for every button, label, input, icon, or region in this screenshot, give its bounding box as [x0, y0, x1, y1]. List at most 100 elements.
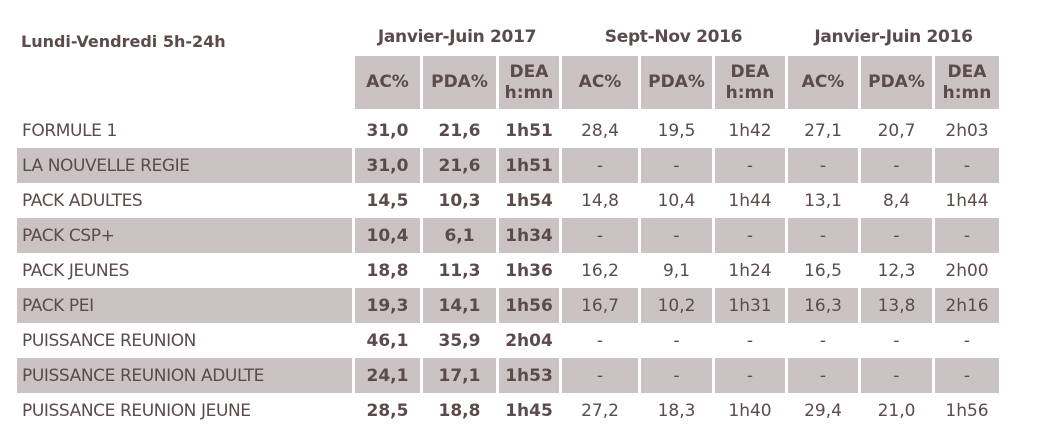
table-cell: 14,1 [423, 288, 496, 323]
table-cell: - [819, 330, 827, 351]
table-cell: 28,5 [366, 400, 409, 421]
row-label: PACK CSP+ [17, 218, 352, 253]
table-cell: 1h56 [945, 400, 989, 421]
table-cell: 16,5 [804, 260, 842, 281]
table-cell: 18,8 [366, 260, 409, 281]
table-cell: - [596, 330, 604, 351]
row-label: PUISSANCE REUNION [22, 330, 196, 351]
row-label: PUISSANCE REUNION ADULTE [17, 358, 352, 393]
table-cell: 19,3 [355, 288, 420, 323]
table-cell: - [562, 218, 638, 253]
table-cell: - [935, 218, 999, 253]
table-cell: 1h34 [499, 218, 559, 253]
table-cell: - [861, 358, 932, 393]
table-cell: 12,3 [877, 260, 916, 281]
table-cell: 9,1 [662, 260, 691, 281]
table-cell: - [963, 330, 971, 351]
table-cell: 13,8 [861, 288, 932, 323]
table-cell: 10,4 [657, 190, 696, 211]
table-cell: 29,4 [804, 400, 842, 421]
table-cell: 1h42 [728, 120, 772, 141]
column-header: DEA h:mn [715, 52, 785, 109]
table-cell: 10,3 [438, 190, 481, 211]
table-cell: 27,1 [804, 120, 842, 141]
column-header: PDA% [641, 52, 712, 109]
table-cell: - [746, 330, 754, 351]
table-cell: 18,3 [657, 400, 696, 421]
group-header: Janvier-Juin 2017 [377, 27, 537, 47]
table-cell: - [641, 148, 712, 183]
table-title: Lundi-Vendredi 5h-24h [21, 32, 226, 51]
table-row: LA NOUVELLE REGIE 31,0 21,6 1h51- - - - - - [17, 148, 999, 183]
row-label: LA NOUVELLE REGIE [17, 148, 352, 183]
table-cell: - [715, 358, 785, 393]
table-cell: 1h51 [505, 120, 553, 141]
table-cell: 28,4 [581, 120, 619, 141]
table-cell: - [861, 148, 932, 183]
column-header: PDA% [861, 52, 932, 109]
table-cell: 27,2 [581, 400, 619, 421]
table-cell: 8,4 [882, 190, 911, 211]
table-row: PUISSANCE REUNION 46,1 35,9 2h04 - - - - - - [17, 323, 999, 358]
table-cell: 16,3 [788, 288, 858, 323]
column-header: DEA h:mn [935, 52, 999, 109]
table-cell: 20,7 [877, 120, 916, 141]
table-row: PUISSANCE REUNION JEUNE 28,5 18,8 1h45 27,2 1… [17, 393, 999, 428]
row-label: PACK JEUNES [22, 260, 129, 281]
row-label: PACK PEI [17, 288, 352, 323]
row-label: PUISSANCE REUNION JEUNE [22, 400, 251, 421]
table-cell: 1h45 [505, 400, 553, 421]
table-cell: - [562, 358, 638, 393]
table-cell: 1h56 [499, 288, 559, 323]
table-cell: 13,1 [804, 190, 842, 211]
group-header: Sept-Nov 2016 [604, 27, 743, 47]
table-cell: 46,1 [366, 330, 409, 351]
table-cell: - [673, 330, 680, 351]
table-row: PACK CSP+ 10,4 6,1 1h34- - - - - - [17, 218, 999, 253]
table-cell: - [788, 218, 858, 253]
table-row: PACK ADULTES 14,5 10,3 1h54 14,8 10,4 1h44 13,1… [17, 183, 999, 218]
table-cell: 10,4 [355, 218, 420, 253]
table-cell: - [641, 358, 712, 393]
column-header: PDA% [423, 52, 496, 109]
column-header: DEA h:mn [499, 52, 559, 109]
table-cell: - [893, 330, 900, 351]
group-header: Janvier-Juin 2016 [814, 27, 973, 47]
table-cell: 10,2 [641, 288, 712, 323]
table-cell: 2h04 [505, 330, 553, 351]
table-cell: - [562, 148, 638, 183]
table-row: FORMULE 1 31,0 21,6 1h51 28,4 19,5 1h42 27,1 20,… [17, 113, 999, 148]
table-cell: 1h51 [499, 148, 559, 183]
table-cell: 1h54 [505, 190, 553, 211]
table-cell: 2h03 [945, 120, 989, 141]
table-cell: 1h24 [728, 260, 772, 281]
table-cell: 1h40 [728, 400, 772, 421]
table-cell: 1h44 [728, 190, 772, 211]
row-label: FORMULE 1 [22, 120, 117, 141]
table-cell: 11,3 [438, 260, 481, 281]
table-cell: 17,1 [423, 358, 496, 393]
table-cell: - [788, 148, 858, 183]
table-cell: - [715, 148, 785, 183]
row-label: PACK ADULTES [22, 190, 143, 211]
table-cell: 21,6 [423, 148, 496, 183]
table-cell: 1h31 [715, 288, 785, 323]
table-cell: 1h44 [945, 190, 989, 211]
table-cell: 16,7 [562, 288, 638, 323]
table-cell: - [935, 148, 999, 183]
table-cell: 21,0 [877, 400, 916, 421]
table-cell: - [861, 218, 932, 253]
table-cell: - [641, 218, 712, 253]
column-header: AC% [562, 52, 638, 109]
column-header: AC% [788, 52, 858, 109]
table-cell: 2h16 [935, 288, 999, 323]
table-cell: 14,5 [366, 190, 409, 211]
table-row: PACK JEUNES 18,8 11,3 1h36 16,2 9,1 1h24 16,5 12… [17, 253, 999, 288]
table-cell: 1h53 [499, 358, 559, 393]
table-cell: 2h00 [945, 260, 989, 281]
table-cell: - [788, 358, 858, 393]
table-cell: - [935, 358, 999, 393]
table-cell: 19,5 [657, 120, 696, 141]
table-cell: - [715, 218, 785, 253]
column-header: AC% [355, 52, 420, 109]
